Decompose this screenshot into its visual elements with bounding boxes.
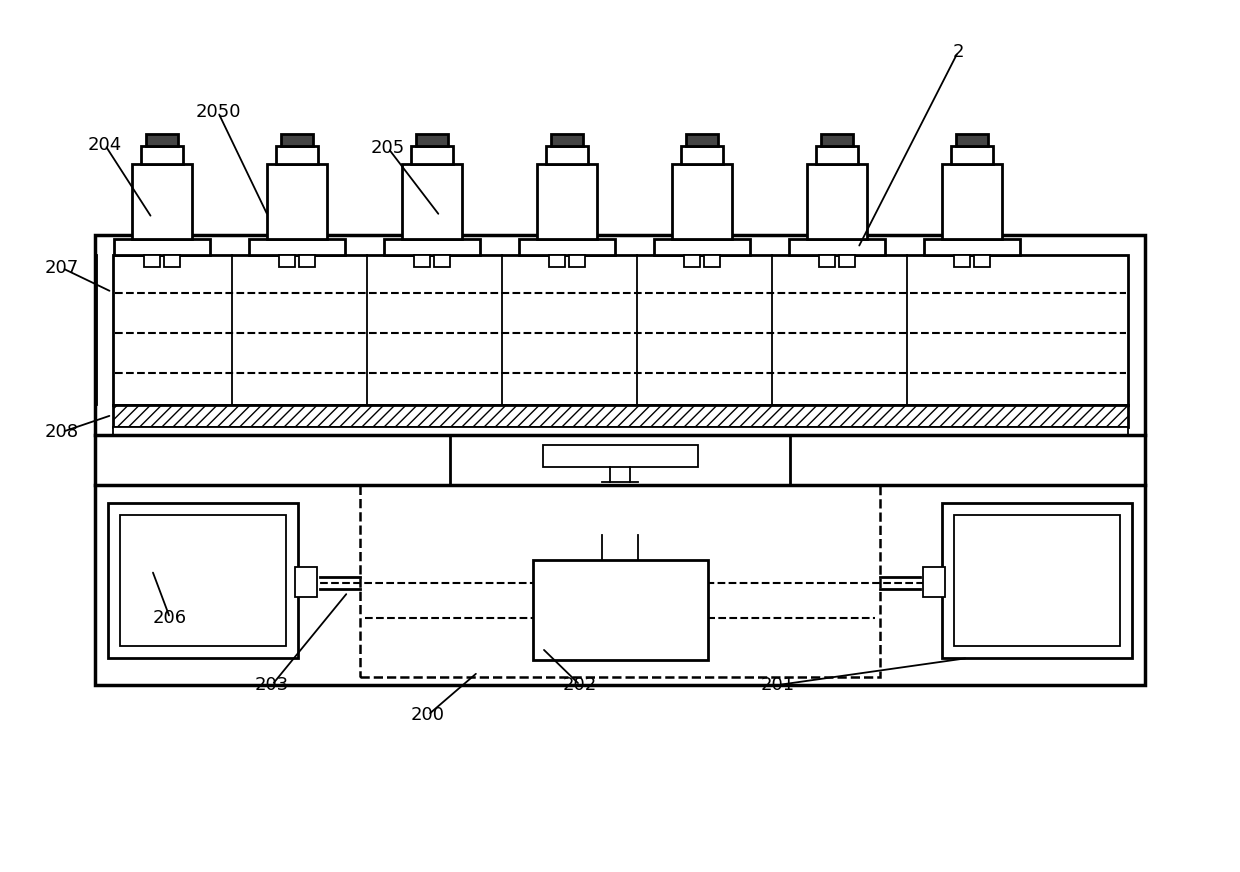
Text: 207: 207 [45, 259, 79, 277]
Bar [789, 239, 885, 255]
Bar [923, 568, 945, 597]
Bar [942, 503, 1132, 658]
Bar [816, 146, 858, 164]
Bar [653, 239, 750, 255]
Text: 208: 208 [45, 423, 79, 441]
Bar [295, 568, 317, 597]
Bar [546, 146, 588, 164]
Bar [684, 255, 701, 267]
Bar [267, 164, 327, 239]
Bar [686, 134, 718, 146]
Text: 200: 200 [410, 706, 445, 724]
Bar [956, 134, 988, 146]
Bar [144, 255, 160, 267]
Bar [532, 560, 708, 660]
Text: 2050: 2050 [195, 103, 241, 121]
Text: 204: 204 [88, 136, 122, 154]
Bar [818, 255, 835, 267]
Bar [249, 239, 345, 255]
Bar [537, 164, 596, 239]
Bar [704, 255, 720, 267]
Text: 2: 2 [952, 43, 963, 61]
Bar [414, 255, 430, 267]
Bar [141, 146, 184, 164]
Bar [131, 164, 192, 239]
Bar [954, 255, 970, 267]
Bar [549, 255, 565, 267]
Text: 201: 201 [761, 676, 795, 694]
Bar [360, 485, 880, 677]
Bar [942, 164, 1002, 239]
Bar [108, 503, 298, 658]
Bar [520, 239, 615, 255]
Bar [113, 255, 1128, 405]
Bar [410, 146, 453, 164]
Bar [164, 255, 180, 267]
Bar [299, 255, 315, 267]
Bar [569, 255, 585, 267]
Text: 203: 203 [255, 676, 289, 694]
Bar [146, 134, 179, 146]
Bar [95, 235, 1145, 685]
Bar [114, 239, 210, 255]
Text: 205: 205 [371, 139, 405, 157]
Bar [954, 515, 1120, 646]
Bar [807, 164, 867, 239]
Bar [543, 445, 697, 467]
Text: 206: 206 [153, 609, 187, 627]
Bar [120, 515, 286, 646]
Bar [277, 146, 317, 164]
Text: 202: 202 [563, 676, 598, 694]
Bar [281, 134, 312, 146]
Bar [672, 164, 732, 239]
Bar [434, 255, 450, 267]
Bar [113, 427, 1128, 435]
Bar [402, 164, 463, 239]
Bar [681, 146, 723, 164]
Bar [924, 239, 1021, 255]
Bar [113, 405, 1128, 427]
Bar [279, 255, 295, 267]
Bar [450, 435, 790, 485]
Bar [973, 255, 990, 267]
Bar [839, 255, 856, 267]
Bar [821, 134, 853, 146]
Bar [551, 134, 583, 146]
Bar [384, 239, 480, 255]
Bar [951, 146, 993, 164]
Bar [415, 134, 448, 146]
